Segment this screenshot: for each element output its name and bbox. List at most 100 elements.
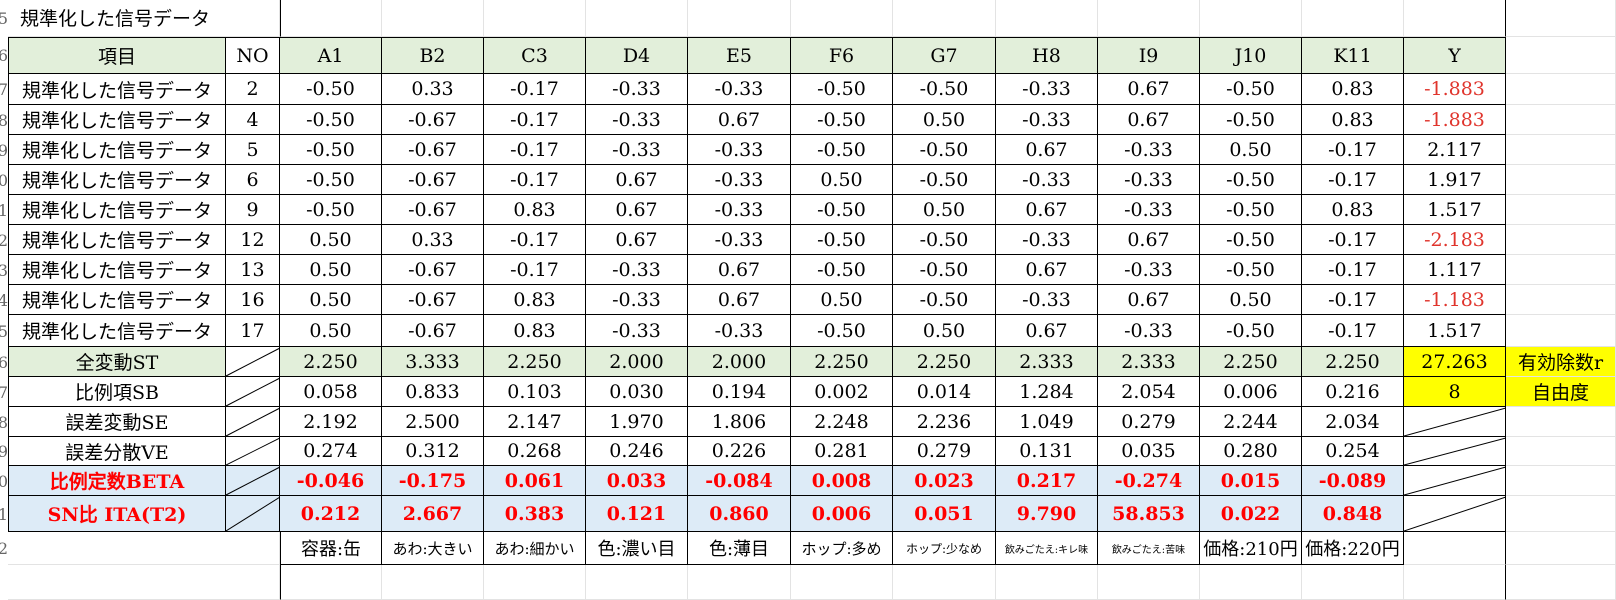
- empty-cell[interactable]: [8, 565, 280, 600]
- empty-cell[interactable]: [1506, 165, 1616, 195]
- stat-no[interactable]: [226, 437, 280, 466]
- row-label[interactable]: 規準化した信号データ: [8, 285, 226, 315]
- factor-label[interactable]: 価格:220円: [1302, 532, 1404, 565]
- empty-cell[interactable]: [1302, 0, 1404, 37]
- empty-cell[interactable]: [382, 565, 484, 600]
- y-value[interactable]: -2.183: [1404, 225, 1506, 255]
- row-header[interactable]: 15: [0, 321, 8, 341]
- row-header[interactable]: 11: [0, 200, 8, 220]
- row-no[interactable]: 13: [226, 255, 280, 285]
- data-cell[interactable]: 0.50: [1200, 285, 1302, 315]
- data-cell[interactable]: 0.50: [893, 105, 996, 135]
- data-cell[interactable]: -0.50: [791, 225, 893, 255]
- data-cell[interactable]: -0.33: [996, 165, 1098, 195]
- row-label[interactable]: 規準化した信号データ: [8, 105, 226, 135]
- data-cell[interactable]: -0.33: [996, 74, 1098, 105]
- data-cell[interactable]: 0.67: [1098, 225, 1200, 255]
- stat-cell[interactable]: 2.250: [1302, 347, 1404, 377]
- stat-label[interactable]: 全変動ST: [8, 347, 226, 377]
- empty-cell[interactable]: [1506, 105, 1616, 135]
- row-no[interactable]: 5: [226, 135, 280, 165]
- row-no[interactable]: 2: [226, 74, 280, 105]
- empty-cell[interactable]: [280, 565, 382, 600]
- empty-cell[interactable]: [382, 0, 484, 37]
- stat-cell[interactable]: 0.023: [893, 466, 996, 496]
- stat-cell[interactable]: 0.281: [791, 437, 893, 466]
- stat-cell[interactable]: 1.970: [586, 407, 688, 437]
- empty-cell[interactable]: [1404, 565, 1506, 600]
- factor-label[interactable]: あわ:細かい: [484, 532, 586, 565]
- data-cell[interactable]: -0.17: [1302, 255, 1404, 285]
- data-cell[interactable]: -0.33: [996, 225, 1098, 255]
- empty-cell[interactable]: [1404, 532, 1506, 565]
- y-value[interactable]: 1.517: [1404, 315, 1506, 347]
- stat-cell[interactable]: -0.175: [382, 466, 484, 496]
- stat-no[interactable]: [226, 466, 280, 496]
- data-cell[interactable]: 0.83: [1302, 195, 1404, 225]
- row-header[interactable]: 17: [0, 382, 8, 402]
- y-value[interactable]: -1.883: [1404, 74, 1506, 105]
- data-cell[interactable]: -0.67: [382, 315, 484, 347]
- data-cell[interactable]: -0.50: [791, 74, 893, 105]
- data-cell[interactable]: 0.50: [280, 315, 382, 347]
- stat-cell[interactable]: 2.054: [1098, 377, 1200, 407]
- stat-cell[interactable]: 0.006: [791, 496, 893, 532]
- data-cell[interactable]: 0.83: [484, 195, 586, 225]
- header-no[interactable]: NO: [226, 37, 280, 74]
- stat-cell[interactable]: -0.089: [1302, 466, 1404, 496]
- factor-label[interactable]: 価格:210円: [1200, 532, 1302, 565]
- empty-cell[interactable]: [1506, 285, 1616, 315]
- stat-cell[interactable]: 0.217: [996, 466, 1098, 496]
- data-cell[interactable]: -0.50: [280, 165, 382, 195]
- row-header[interactable]: 19: [0, 442, 8, 461]
- side-label[interactable]: 有効除数r: [1506, 347, 1616, 377]
- stat-cell[interactable]: 0.006: [1200, 377, 1302, 407]
- data-cell[interactable]: -0.33: [586, 74, 688, 105]
- data-cell[interactable]: -0.50: [1200, 165, 1302, 195]
- stat-cell[interactable]: 0.254: [1302, 437, 1404, 466]
- stat-cell[interactable]: 0.274: [280, 437, 382, 466]
- data-cell[interactable]: -0.50: [791, 135, 893, 165]
- data-cell[interactable]: 0.67: [996, 135, 1098, 165]
- empty-cell[interactable]: [1098, 0, 1200, 37]
- data-cell[interactable]: -0.50: [893, 285, 996, 315]
- column-header[interactable]: B2: [382, 37, 484, 74]
- empty-cell[interactable]: [586, 565, 688, 600]
- data-cell[interactable]: 0.50: [791, 285, 893, 315]
- stat-cell[interactable]: 2.250: [893, 347, 996, 377]
- data-cell[interactable]: -0.50: [893, 74, 996, 105]
- data-cell[interactable]: -0.67: [382, 165, 484, 195]
- stat-cell[interactable]: 2.333: [996, 347, 1098, 377]
- stat-cell[interactable]: 2.000: [586, 347, 688, 377]
- column-header[interactable]: J10: [1200, 37, 1302, 74]
- y-value[interactable]: -1.183: [1404, 285, 1506, 315]
- data-cell[interactable]: -0.33: [1098, 195, 1200, 225]
- header-item[interactable]: 項目: [8, 37, 226, 74]
- data-cell[interactable]: -0.50: [791, 195, 893, 225]
- data-cell[interactable]: -0.33: [586, 135, 688, 165]
- data-cell[interactable]: -0.33: [586, 105, 688, 135]
- data-cell[interactable]: 0.83: [484, 285, 586, 315]
- row-label[interactable]: 規準化した信号データ: [8, 255, 226, 285]
- factor-label[interactable]: ホップ:多め: [791, 532, 893, 565]
- empty-cell[interactable]: [586, 0, 688, 37]
- y-stat-value[interactable]: 8: [1404, 377, 1506, 407]
- data-cell[interactable]: -0.17: [484, 74, 586, 105]
- data-cell[interactable]: -0.50: [893, 165, 996, 195]
- data-cell[interactable]: -0.33: [996, 285, 1098, 315]
- stat-cell[interactable]: 0.833: [382, 377, 484, 407]
- row-label[interactable]: 規準化した信号データ: [8, 135, 226, 165]
- factor-label[interactable]: ホップ:少なめ: [893, 532, 996, 565]
- stat-label[interactable]: 誤差変動SE: [8, 407, 226, 437]
- stat-cell[interactable]: 2.250: [280, 347, 382, 377]
- factor-label[interactable]: 色:濃い目: [586, 532, 688, 565]
- data-cell[interactable]: -0.33: [688, 135, 791, 165]
- data-cell[interactable]: -0.50: [1200, 195, 1302, 225]
- data-cell[interactable]: -0.50: [791, 255, 893, 285]
- row-label[interactable]: 規準化した信号データ: [8, 165, 226, 195]
- factor-label[interactable]: 飲みごたえ:キレ味: [996, 532, 1098, 565]
- data-cell[interactable]: -0.50: [893, 255, 996, 285]
- y-stat-empty[interactable]: [1404, 407, 1506, 437]
- data-cell[interactable]: 0.67: [996, 195, 1098, 225]
- data-cell[interactable]: 0.33: [382, 74, 484, 105]
